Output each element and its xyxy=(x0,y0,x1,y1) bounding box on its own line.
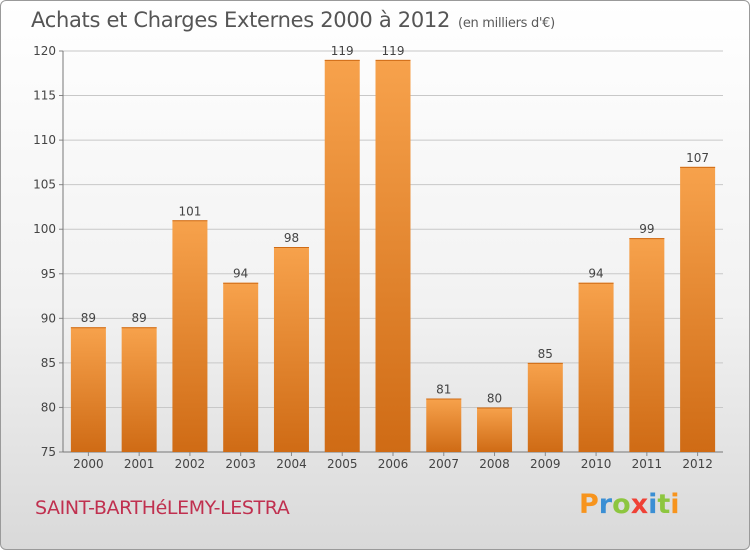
bar xyxy=(629,238,665,452)
bar xyxy=(121,327,157,452)
chart-title: Achats et Charges Externes 2000 à 2012 (e… xyxy=(31,8,555,32)
logo-letter: i xyxy=(648,489,658,520)
x-tick-label: 2001 xyxy=(124,457,155,471)
y-tick-label: 80 xyxy=(41,400,56,414)
bar xyxy=(578,282,614,452)
logo-letter: t xyxy=(657,489,671,520)
data-label: 85 xyxy=(538,347,553,361)
bar xyxy=(223,282,259,452)
logo-letter: x xyxy=(630,489,649,520)
title-text: Achats et Charges Externes 2000 à 2012 xyxy=(31,8,451,32)
data-label: 107 xyxy=(686,151,709,165)
data-label: 119 xyxy=(382,44,405,58)
bar xyxy=(680,166,716,452)
x-tick-label: 2000 xyxy=(73,457,104,471)
data-label: 98 xyxy=(284,231,299,245)
bar xyxy=(70,327,106,452)
y-tick-label: 85 xyxy=(41,356,56,370)
x-tick-label: 2003 xyxy=(225,457,256,471)
y-tick-label: 115 xyxy=(33,89,56,103)
data-label: 89 xyxy=(132,311,147,325)
y-tick-label: 120 xyxy=(33,44,56,58)
bar xyxy=(172,220,208,452)
logo-letter: o xyxy=(612,489,631,520)
bar xyxy=(426,398,462,452)
bar xyxy=(375,59,411,453)
y-tick-label: 90 xyxy=(41,311,56,325)
data-label: 80 xyxy=(487,391,502,405)
y-tick-label: 110 xyxy=(33,133,56,147)
x-tick-label: 2009 xyxy=(530,457,561,471)
proxiti-logo: Proxiti xyxy=(579,489,680,520)
x-tick-label: 2004 xyxy=(276,457,307,471)
data-label: 94 xyxy=(588,267,603,281)
chart-subtitle: (en milliers d'€) xyxy=(458,16,555,31)
data-label: 89 xyxy=(81,311,96,325)
bar xyxy=(273,247,309,452)
y-tick-label: 95 xyxy=(41,267,56,281)
y-tick-label: 100 xyxy=(33,222,56,236)
x-tick-label: 2008 xyxy=(479,457,510,471)
logo-letter: P xyxy=(579,489,599,520)
x-tick-label: 2011 xyxy=(632,457,663,471)
data-label: 81 xyxy=(436,383,451,397)
logo-letter: r xyxy=(598,489,613,520)
x-tick-label: 2012 xyxy=(682,457,713,471)
y-tick-label: 105 xyxy=(33,178,56,192)
data-label: 94 xyxy=(233,267,248,281)
x-tick-label: 2005 xyxy=(327,457,358,471)
town-name: SAINT-BARTHéLEMY-LESTRA xyxy=(35,497,290,519)
bar xyxy=(527,362,563,452)
bar xyxy=(324,59,360,453)
x-tick-label: 2006 xyxy=(378,457,409,471)
logo-letter: i xyxy=(670,489,680,520)
data-label: 119 xyxy=(331,44,354,58)
bar xyxy=(477,407,513,452)
data-label: 99 xyxy=(639,222,654,236)
x-tick-label: 2007 xyxy=(428,457,459,471)
x-tick-label: 2002 xyxy=(175,457,206,471)
y-tick-label: 75 xyxy=(41,445,56,459)
data-label: 101 xyxy=(178,204,201,218)
x-tick-label: 2010 xyxy=(581,457,612,471)
